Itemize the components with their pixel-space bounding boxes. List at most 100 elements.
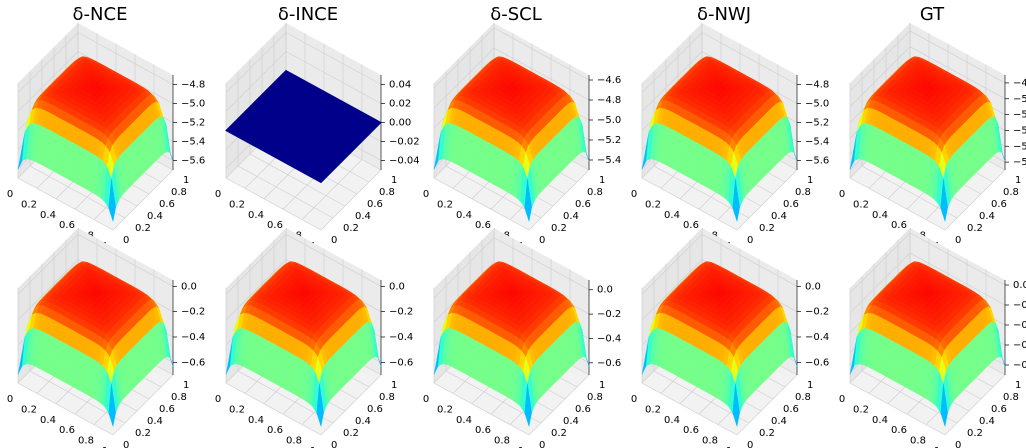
y-tick-label: 0 <box>123 440 129 448</box>
z-tick-label: −4.8 <box>181 80 205 91</box>
y-tick-label: 0.4 <box>979 211 995 222</box>
x-tick-label: 0 <box>215 394 221 405</box>
z-tick-label: −0.2 <box>597 309 621 320</box>
figure: 00.20.40.60.8100.20.40.60.81−4.8−5.0−5.2… <box>0 0 1026 448</box>
y-tick-label: 1 <box>183 380 189 391</box>
y-tick-label: 0 <box>747 235 753 246</box>
x-tick-label: 0.2 <box>437 199 453 210</box>
x-tick-label: 0.2 <box>437 404 453 415</box>
y-tick-label: 0.8 <box>379 392 395 403</box>
y-tick-label: 0.2 <box>759 223 775 234</box>
panel: 00.20.40.60.8100.20.40.60.810.0−0.2−0.4−… <box>7 228 205 448</box>
z-tick-label: 0.0 <box>389 281 405 292</box>
z-tick-label: −5.0 <box>181 99 205 110</box>
x-tick-label: 0.6 <box>475 425 491 436</box>
y-tick-label: 0.2 <box>343 428 359 439</box>
x-tick-label: 0.6 <box>267 220 283 231</box>
z-tick-label: −4.8 <box>597 95 621 106</box>
x-tick-label: 0.4 <box>872 415 888 426</box>
y-tick-label: 0.4 <box>771 211 787 222</box>
panel: 00.20.40.60.8100.20.40.60.810.0−0.2−0.4−… <box>423 228 621 448</box>
y-tick-label: 0.8 <box>379 187 395 198</box>
x-tick-label: 0.8 <box>78 436 94 447</box>
x-tick-label: 0.4 <box>248 415 264 426</box>
y-tick-label: 1 <box>1015 175 1021 186</box>
x-tick-label: 0.4 <box>40 210 56 221</box>
z-tick-label: −0.2 <box>389 307 413 318</box>
y-tick-label: 0 <box>331 235 337 246</box>
y-tick-label: 0.2 <box>551 223 567 234</box>
y-tick-label: 1 <box>807 175 813 186</box>
y-tick-label: 0.6 <box>783 404 799 415</box>
y-tick-label: 0.4 <box>563 211 579 222</box>
y-tick-label: 0.4 <box>355 416 371 427</box>
x-tick-label: 0 <box>839 394 845 405</box>
z-tick-label: −4.8 <box>1013 78 1026 89</box>
y-tick-label: 0.6 <box>367 199 383 210</box>
x-tick-label: 0.6 <box>59 220 75 231</box>
x-tick-label: 0 <box>631 394 637 405</box>
y-tick-label: 1 <box>807 380 813 391</box>
y-tick-label: 0 <box>123 235 129 246</box>
y-tick-label: 0.6 <box>783 199 799 210</box>
panel-title: δ-SCL <box>490 4 542 25</box>
y-tick-label: 0.6 <box>159 199 175 210</box>
x-tick-label: 0.2 <box>853 404 869 415</box>
z-tick-label: −0.6 <box>805 357 829 368</box>
panel-title: δ-INCE <box>278 4 338 25</box>
y-tick-label: 0.2 <box>759 428 775 439</box>
x-tick-label: 0.6 <box>59 425 75 436</box>
x-tick-label: 0.2 <box>645 199 661 210</box>
x-tick-label: 0 <box>7 189 13 200</box>
x-tick-label: 0.4 <box>664 210 680 221</box>
z-tick-label: −5.6 <box>1013 141 1026 152</box>
y-tick-label: 1 <box>1015 380 1021 391</box>
y-tick-label: 0.2 <box>343 223 359 234</box>
y-tick-label: 0.4 <box>355 211 371 222</box>
panel: 00.20.40.60.8100.20.40.60.810.0−0.2−0.4−… <box>839 228 1026 448</box>
y-tick-label: 0.2 <box>967 428 983 439</box>
y-tick-label: 0.6 <box>991 404 1007 415</box>
y-tick-label: 1 <box>183 175 189 186</box>
y-tick-label: 0.6 <box>575 199 591 210</box>
panel: 00.20.40.60.8100.20.40.60.81−4.6−4.8−5.0… <box>423 4 621 252</box>
x-tick-label: 0.8 <box>910 436 926 447</box>
z-tick-label: −0.6 <box>181 357 205 368</box>
y-tick-label: 0.2 <box>551 428 567 439</box>
x-tick-label: 0.4 <box>40 415 56 426</box>
y-tick-label: 0 <box>539 235 545 246</box>
z-tick-label: −0.4 <box>1013 320 1026 331</box>
z-tick-label: −0.2 <box>1013 300 1026 311</box>
z-tick-label: −4.6 <box>597 75 621 86</box>
z-tick-label: −0.4 <box>389 332 413 343</box>
panel: 00.20.40.60.8100.20.40.60.810.0−0.2−0.4−… <box>631 228 829 448</box>
y-tick-label: 0.4 <box>979 416 995 427</box>
x-tick-label: 0.2 <box>853 199 869 210</box>
x-tick-label: 0.4 <box>456 210 472 221</box>
z-tick-label: −4.8 <box>805 80 829 91</box>
x-tick-label: 0.6 <box>267 425 283 436</box>
x-tick-label: 0.2 <box>21 404 37 415</box>
x-tick-label: 0 <box>423 394 429 405</box>
z-tick-label: 0.0 <box>1013 280 1026 291</box>
y-tick-label: 0.8 <box>1003 187 1019 198</box>
y-tick-label: 1 <box>599 175 605 186</box>
panel: 00.20.40.60.8100.20.40.60.81−4.8−5.0−5.2… <box>7 4 205 252</box>
x-tick-label: 0 <box>215 189 221 200</box>
z-tick-label: −0.2 <box>805 307 829 318</box>
y-tick-label: 0 <box>331 440 337 448</box>
x-tick-label: 0.8 <box>494 436 510 447</box>
x-tick-label: 0.4 <box>456 415 472 426</box>
x-tick-label: 0.2 <box>21 199 37 210</box>
panel: 00.20.40.60.8100.20.40.60.81−4.8−5.0−5.2… <box>839 4 1026 252</box>
x-tick-label: 0.6 <box>475 220 491 231</box>
z-tick-label: −0.4 <box>181 332 205 343</box>
y-tick-label: 0.2 <box>967 223 983 234</box>
y-tick-label: 0.8 <box>171 392 187 403</box>
x-tick-label: 0.8 <box>286 436 302 447</box>
z-tick-label: −0.02 <box>389 137 420 148</box>
z-tick-label: 0.0 <box>805 281 821 292</box>
z-tick-label: −0.04 <box>389 156 420 167</box>
y-tick-label: 0.2 <box>135 223 151 234</box>
x-tick-label: 0.2 <box>229 199 245 210</box>
